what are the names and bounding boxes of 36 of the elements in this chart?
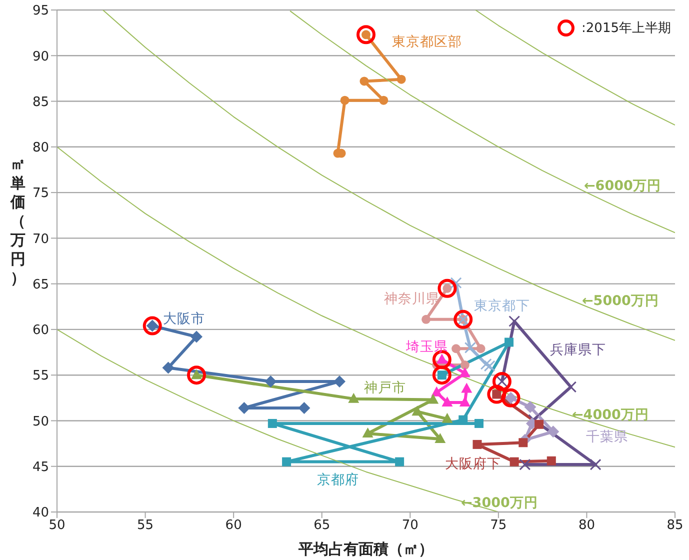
x-tick-label: 75 [490,518,507,534]
y-tick-label: 45 [32,460,49,475]
y-tick-label: 85 [32,94,49,110]
series-label: ←5000万円 [582,292,659,310]
x-axis-title: 平均占有面積（㎡） [298,540,434,558]
y-tick-label: 80 [32,140,49,156]
series-label: ←3000万円 [461,494,538,512]
y-tick-label: 70 [32,232,49,247]
y-tick-label: 65 [32,277,49,292]
y-tick-label: 75 [32,186,49,202]
series-label: ←6000万円 [584,177,661,195]
legend-label: :2015年上半期 [582,20,671,37]
series-label: 大阪市 [163,310,205,328]
y-tick-label: 55 [32,368,49,384]
y-tick-label: 60 [32,323,49,338]
series-label: 埼玉県 [406,338,448,356]
x-tick-label: 85 [666,518,684,534]
series-label: 東京都下 [474,297,530,315]
series-label: 兵庫県下 [550,341,606,359]
series-label: 京都府 [317,471,359,489]
series-label: 千葉県 [586,428,628,446]
x-tick-label: 60 [225,518,242,534]
series-label: 東京都区部 [392,33,462,51]
y-axis-title: ㎡単価（万円） [10,155,26,287]
y-tick-label: 40 [32,506,49,521]
x-tick-label: 80 [578,518,595,534]
series-label: 神戸市 [364,379,406,397]
x-tick-label: 70 [402,518,418,534]
x-tick-label: 55 [137,518,154,534]
series-label: 大阪府下 [445,455,501,473]
y-tick-label: 95 [32,4,49,19]
x-tick-label: 65 [314,518,330,534]
series-label: ←4000万円 [572,406,649,424]
y-tick-label: 90 [32,49,49,64]
x-tick-label: 50 [48,518,66,534]
y-tick-label: 50 [32,414,49,430]
